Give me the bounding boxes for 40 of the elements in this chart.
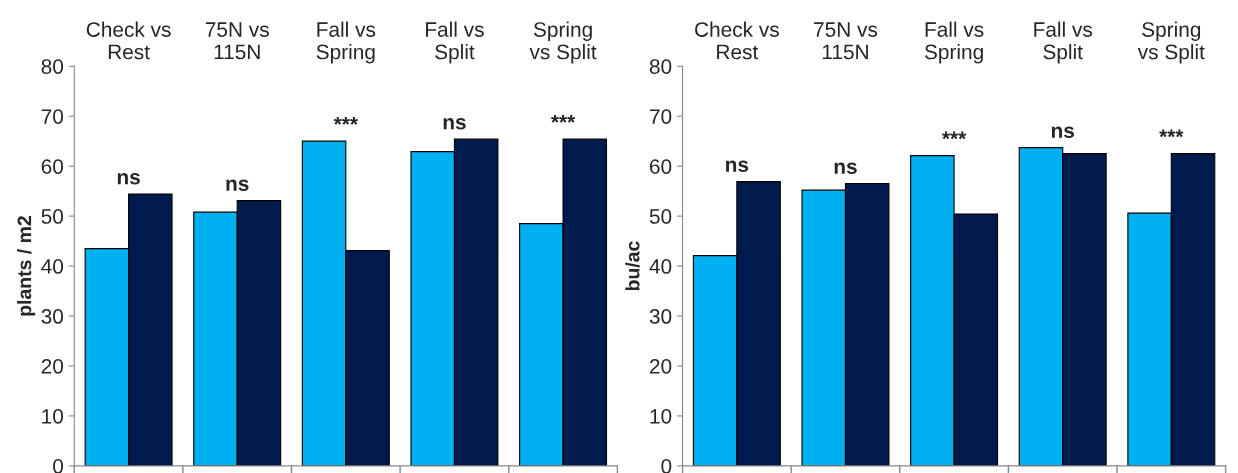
annotation: *** — [550, 114, 576, 123]
y-tick-label: 40 — [41, 259, 64, 274]
x-tick-label: Spring vs Split — [1137, 21, 1205, 64]
y-tick-label: 10 — [42, 408, 64, 424]
y-tick-label: 20 — [650, 358, 672, 374]
x-tick-label: Fall vs Split — [1034, 21, 1093, 64]
x-tick-label: Fall vs Spring — [924, 21, 984, 64]
y-tick-label: 50 — [41, 209, 64, 224]
y-tick-label: 60 — [650, 159, 672, 174]
x-tick-label: Fall vs Spring — [316, 21, 376, 64]
x-tick-label: Fall vs Split — [426, 21, 484, 64]
annotation: ns — [226, 179, 249, 191]
y-tick-label: 0 — [53, 458, 64, 473]
annotation: ns — [834, 162, 857, 174]
x-tick-label: 75N vs 115N — [205, 22, 269, 60]
y-tick-label: 20 — [41, 358, 64, 374]
y-tick-label: 80 — [41, 59, 64, 74]
annotation: *** — [1159, 129, 1184, 138]
x-tick-label: Spring vs Split — [529, 21, 597, 64]
x-tick-label: Check vs Rest — [86, 21, 171, 60]
y-tick-label: 60 — [41, 159, 64, 174]
y-tick-label: 50 — [649, 209, 672, 224]
y-tick-label: 70 — [41, 109, 64, 124]
y-tick-label: 0 — [661, 458, 672, 473]
annotation: *** — [333, 116, 358, 125]
annotation: ns — [1051, 126, 1074, 138]
y-tick-label: 40 — [649, 259, 672, 274]
annotation: ns — [117, 173, 140, 185]
annotation: ns — [443, 118, 466, 130]
annotation: *** — [941, 131, 967, 140]
y-axis-title: plants / m2 — [17, 216, 36, 316]
y-tick-label: 70 — [650, 109, 672, 124]
y-tick-label: 80 — [649, 59, 672, 74]
annotation: ns — [726, 160, 749, 172]
y-axis-title: bu/ac — [625, 241, 640, 291]
y-tick-label: 10 — [650, 408, 672, 424]
x-tick-label: 75N vs 115N — [814, 22, 878, 60]
y-tick-label: 30 — [41, 309, 64, 324]
y-tick-label: 30 — [649, 309, 672, 324]
x-tick-label: Check vs Rest — [695, 21, 779, 60]
